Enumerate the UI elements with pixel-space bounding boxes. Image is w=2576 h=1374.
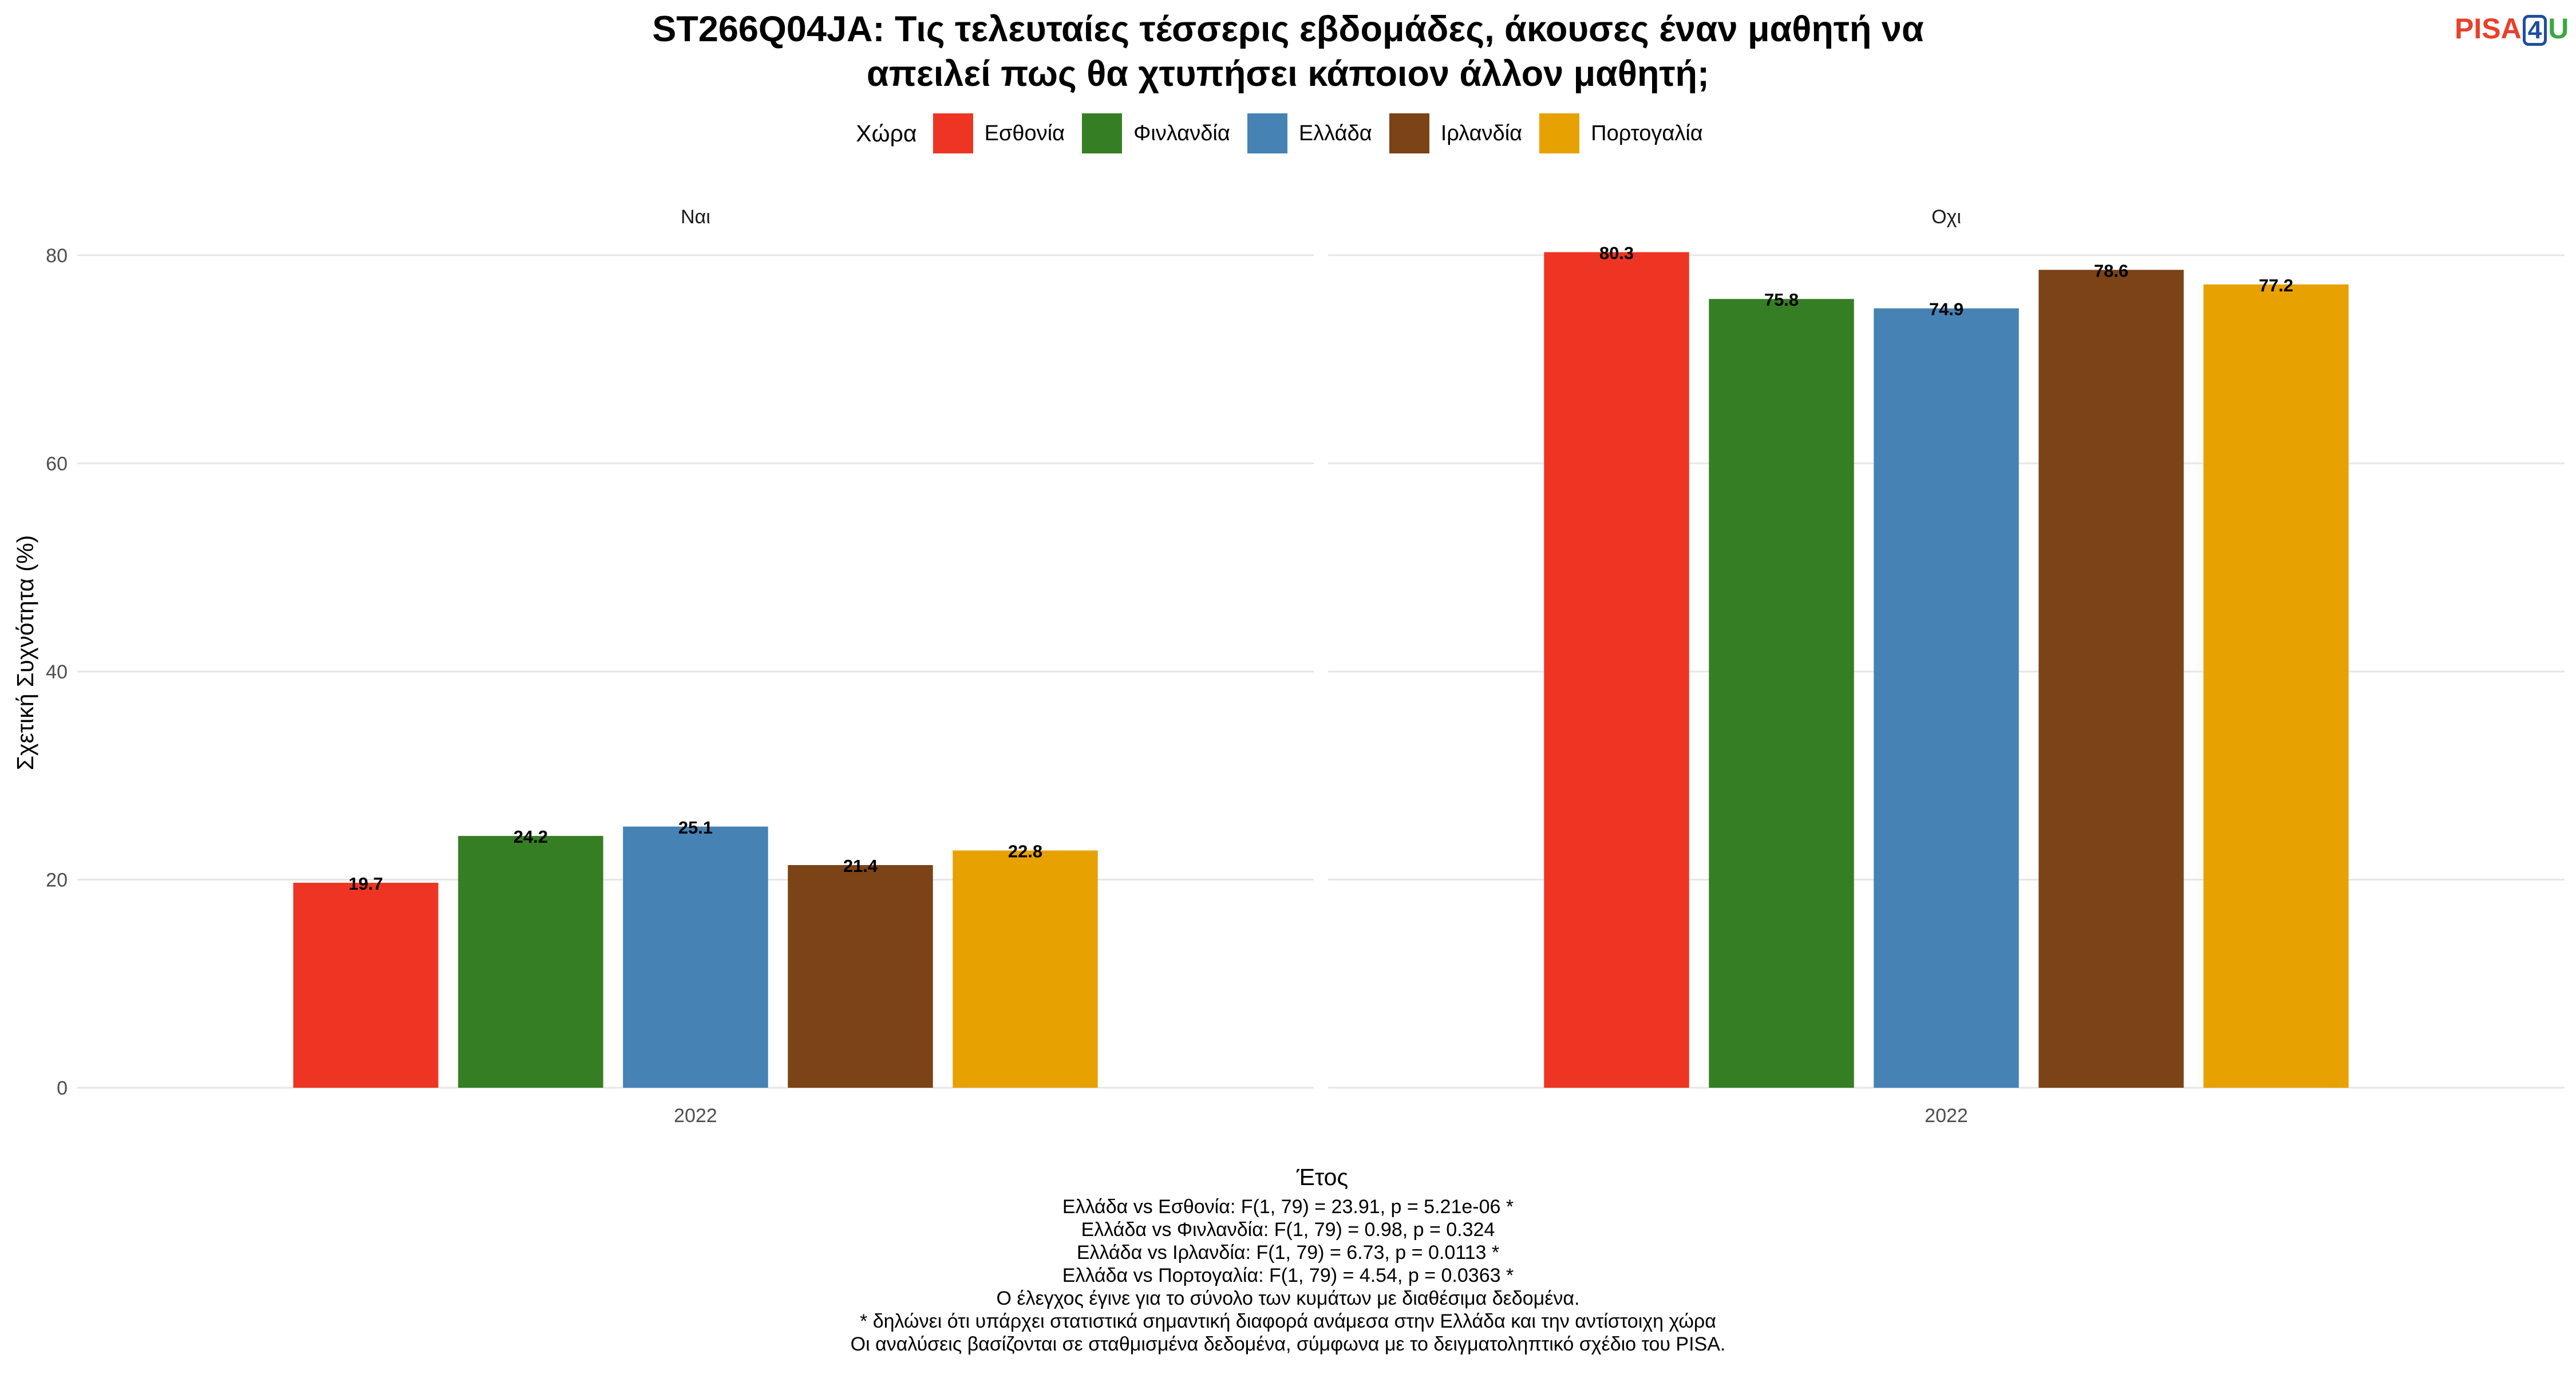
facet-label: Ναι [681, 206, 710, 228]
bar [1544, 252, 1689, 1088]
bar [953, 850, 1098, 1088]
y-tick-label: 20 [46, 869, 68, 891]
legend-item-portugal: Πορτογαλία [1539, 113, 1703, 153]
data-label: 25.1 [678, 818, 713, 838]
bar [1874, 308, 2019, 1088]
legend-key-portugal [1539, 113, 1580, 153]
data-label: 22.8 [1008, 842, 1042, 862]
data-label: 77.2 [2259, 275, 2293, 295]
bar [788, 865, 933, 1088]
chart-notes: Ελλάδα vs Εσθονία: F(1, 79) = 23.91, p =… [0, 1195, 2576, 1356]
logo-text-u: U [2548, 13, 2569, 45]
legend-key-greece [1247, 113, 1287, 153]
legend-item-ireland: Ιρλανδία [1389, 113, 1522, 153]
y-axis-label: Σχετική Συχνότητα (%) [12, 535, 38, 771]
bar [2038, 270, 2184, 1088]
x-tick-label: 2022 [1925, 1105, 1968, 1127]
bar [458, 836, 603, 1088]
chart-title: ST266Q04JA: Τις τελευταίες τέσσερις εβδο… [0, 7, 2576, 96]
data-label: 74.9 [1929, 299, 1963, 319]
y-tick-label: 80 [46, 245, 68, 267]
note-line: Ελλάδα vs Εσθονία: F(1, 79) = 23.91, p =… [1062, 1196, 1514, 1218]
y-tick-label: 0 [57, 1077, 68, 1099]
note-line: Οι αναλύσεις βασίζονται σε σταθμισμένα δ… [850, 1333, 1726, 1355]
bar [2203, 284, 2349, 1088]
x-tick-label: 2022 [674, 1105, 717, 1127]
x-axis-label: Έτος [1296, 1164, 1348, 1190]
chart-title-line-2: απειλεί πως θα χτυπήσει κάποιον άλλον μα… [866, 54, 1710, 94]
legend-label-finland: Φινλανδία [1133, 121, 1230, 145]
note-line: Ελλάδα vs Πορτογαλία: F(1, 79) = 4.54, p… [1062, 1265, 1514, 1286]
legend-label-greece: Ελλάδα [1298, 121, 1372, 145]
chart-title-line-1: ST266Q04JA: Τις τελευταίες τέσσερις εβδο… [652, 9, 1924, 49]
legend-key-ireland [1389, 113, 1429, 153]
pisa4u-logo: PISA 4 U [2455, 10, 2569, 47]
legend-key-estonia [933, 113, 973, 153]
data-label: 78.6 [2094, 260, 2128, 281]
legend-key-finland [1082, 113, 1123, 153]
note-line: Ελλάδα vs Φινλανδία: F(1, 79) = 0.98, p … [1081, 1219, 1495, 1241]
legend-title: Χώρα [856, 120, 917, 147]
facet-label: Οχι [1931, 206, 1961, 228]
data-label: 24.2 [513, 827, 548, 847]
bar [623, 826, 768, 1088]
legend-item-greece: Ελλάδα [1247, 113, 1372, 153]
note-line: Ο έλεγχος έγινε για το σύνολο των κυμάτω… [996, 1288, 1580, 1309]
bar [293, 882, 438, 1088]
note-line: * δηλώνει ότι υπάρχει στατιστικά σημαντι… [860, 1310, 1716, 1332]
data-label: 75.8 [1764, 290, 1799, 310]
logo-text-4: 4 [2522, 15, 2547, 46]
legend-label-ireland: Ιρλανδία [1440, 121, 1523, 145]
legend-item-estonia: Εσθονία [933, 113, 1065, 153]
data-label: 21.4 [843, 856, 878, 876]
y-tick-label: 60 [46, 453, 68, 475]
data-label: 80.3 [1599, 243, 1634, 263]
y-tick-label: 40 [46, 661, 68, 683]
legend: Χώρα Εσθονία Φινλανδία Ελλάδα Ιρλανδία Π… [0, 113, 2576, 153]
legend-item-finland: Φινλανδία [1082, 113, 1230, 153]
note-line: Ελλάδα vs Ιρλανδία: F(1, 79) = 6.73, p =… [1076, 1242, 1500, 1264]
bar [1709, 299, 1854, 1088]
data-label: 19.7 [349, 874, 383, 894]
legend-label-portugal: Πορτογαλία [1591, 121, 1703, 145]
logo-text-pisa: PISA [2455, 13, 2522, 45]
legend-label-estonia: Εσθονία [984, 121, 1065, 145]
